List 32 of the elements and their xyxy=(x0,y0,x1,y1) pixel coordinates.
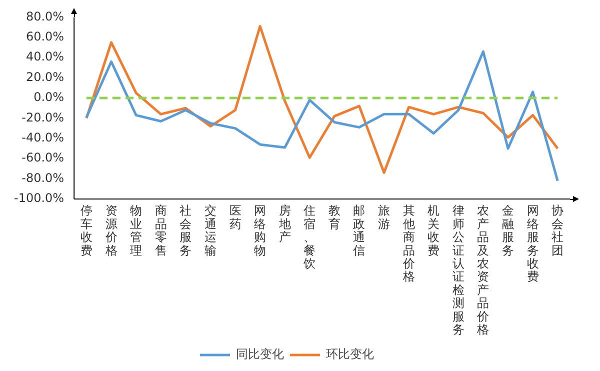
y-tick-label: 0.0% xyxy=(34,90,64,104)
y-tick-label: -80.0% xyxy=(22,170,64,185)
y-tick-label: -20.0% xyxy=(22,110,64,124)
x-tick-label: 停车收费 xyxy=(80,204,92,258)
y-tick-label: 80.0% xyxy=(26,9,64,24)
x-tick-label: 房地产 xyxy=(278,204,291,244)
x-tick-label: 资源价格 xyxy=(104,204,118,258)
y-tick-label: 40.0% xyxy=(26,50,64,64)
x-tick-label: 住宿、餐饮 xyxy=(302,204,316,271)
y-tick-label: -60.0% xyxy=(22,150,64,165)
y-tick-label: 20.0% xyxy=(26,70,64,84)
y-tick-label: 60.0% xyxy=(26,30,64,44)
legend-label: 同比变化 xyxy=(236,347,284,362)
x-tick-label: 交通运输 xyxy=(204,204,216,258)
x-tick-label: 金融服务 xyxy=(502,204,514,258)
x-tick-label: 物业管理 xyxy=(130,204,142,258)
category-label: 律师公证认证检测服务 xyxy=(452,204,464,337)
x-tick-label: 其他商品价格 xyxy=(402,204,415,284)
x-tick-label: 医药 xyxy=(229,204,242,231)
x-tick-label: 协会社团 xyxy=(552,204,564,258)
x-tick-label: 教育 xyxy=(328,204,340,231)
y-tick-label: -100.0% xyxy=(14,191,64,206)
y-tick-label: -40.0% xyxy=(22,130,64,145)
x-tick-label: 机关收费 xyxy=(428,204,440,258)
x-tick-label: 网络购物 xyxy=(254,204,266,258)
category-label: 农产品及农资产品价格 xyxy=(477,204,490,337)
x-tick-label: 旅游 xyxy=(378,204,390,231)
legend-label: 环比变化 xyxy=(326,347,374,362)
x-tick-label: 社会服务 xyxy=(180,204,192,258)
x-tick-label: 网络服务收费 xyxy=(526,204,539,284)
x-tick-label: 邮政通信 xyxy=(353,204,366,258)
x-tick-label: 商品零售 xyxy=(154,204,167,258)
